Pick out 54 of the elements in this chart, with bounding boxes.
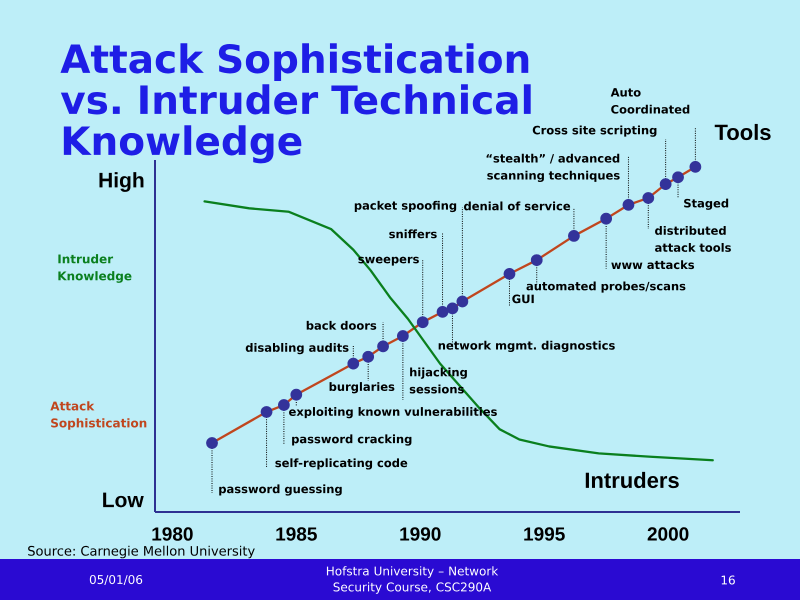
annotation: automated probes/scans [526,282,686,293]
annotation: password cracking [292,434,412,446]
point [362,350,374,363]
source-note: Source: Carnegie Mellon University [28,546,255,558]
point [260,406,272,418]
annotation: distributed attack tools [655,226,731,252]
text: High [99,172,144,192]
text: Tools [714,124,771,140]
x-tick-label: 1985 [276,527,317,541]
point [290,388,302,401]
annotation: burglaries [330,382,394,394]
point [622,198,634,211]
x-tick-label: 2000 [648,527,688,541]
point [568,230,580,242]
annotation: Cross site scripting [532,126,656,137]
point [206,437,218,449]
x-tick-label: 1995 [524,527,565,541]
x-tick-label: 1990 [400,527,441,541]
point [347,358,360,370]
point [530,254,543,266]
point [600,212,612,225]
annotation: back doors [306,320,376,330]
annotation: “stealth” / advanced scanning techniques [486,154,620,182]
point [672,171,684,184]
text: 16 [722,575,735,585]
point [397,330,409,342]
annotation: password guessing [219,484,342,496]
point [660,178,672,190]
annotation: GUI [512,294,534,304]
text: Low [103,492,144,508]
annotation: network mgmt. diagnostics [438,340,615,352]
x-tick-label: 1980 [152,527,193,541]
annotation: Auto Coordinated [610,88,690,114]
text: Hofstra University – Network Security Course, CSC290A [326,566,498,594]
point [416,316,429,328]
text: Attack Sophistication [50,401,146,430]
point [642,192,654,204]
point [690,161,702,173]
annotation: packet spoofing [354,200,456,212]
annotation: www attacks [611,260,694,270]
point [278,399,290,411]
annotation: Staged [684,198,728,210]
annotation: self-replicating code [275,458,408,470]
point [436,306,448,318]
annotation: disabling audits [246,343,349,354]
annotation: Intruders [586,472,679,488]
text: Intruder Knowledge [58,254,132,283]
annotation: sniffers [389,229,437,238]
point [504,268,516,280]
point [446,302,458,314]
text: 05/01/06 [90,574,142,586]
point [377,340,389,352]
annotation: denial of service [464,201,570,210]
point [456,296,468,308]
